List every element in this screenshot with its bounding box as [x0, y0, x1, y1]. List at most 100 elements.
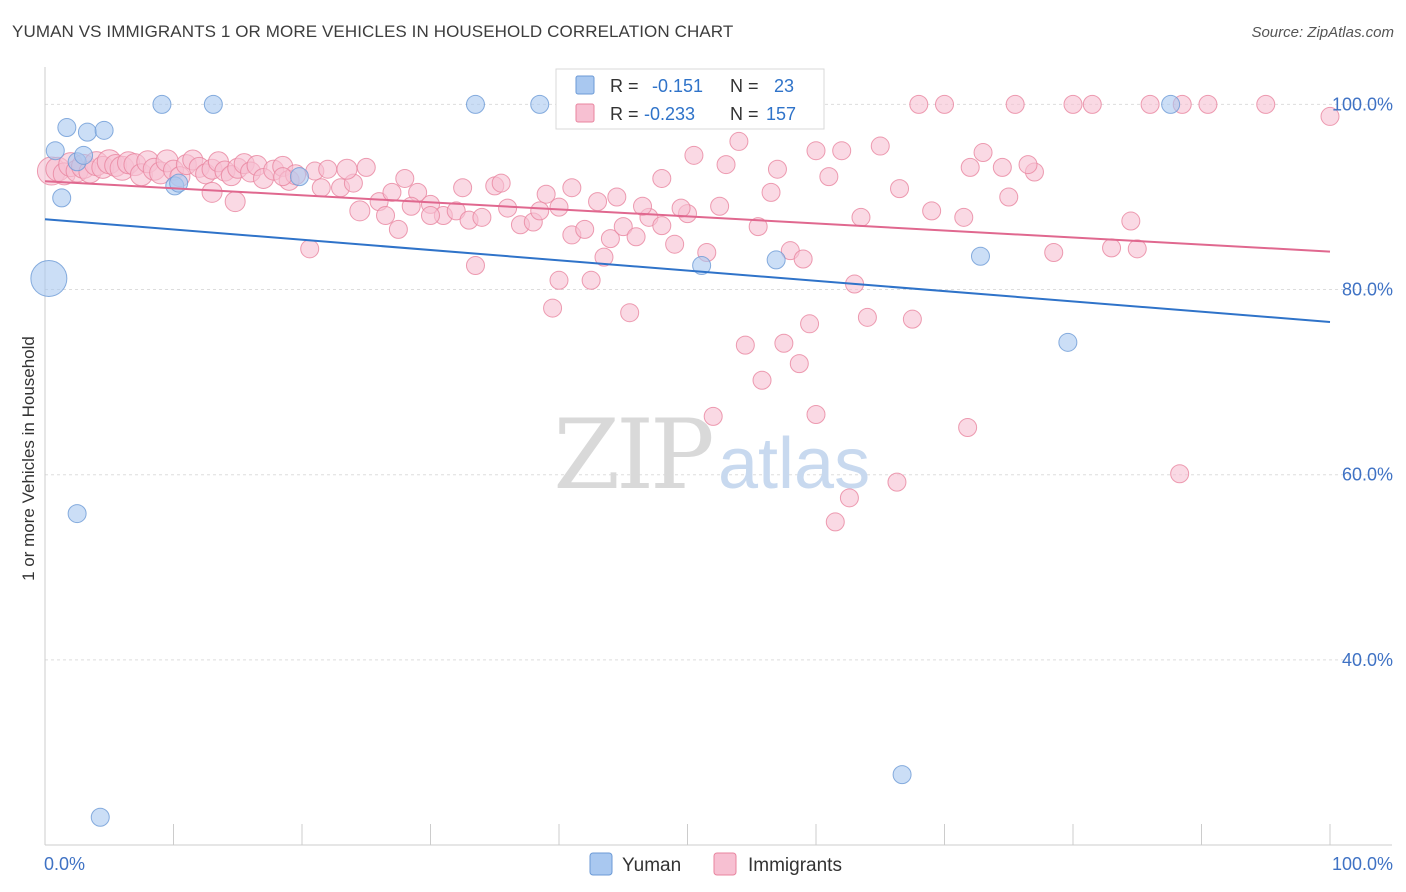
point-immigrants-122 [958, 417, 978, 437]
stats-r-label-yuman: R = [610, 76, 639, 96]
stats-r-label-immigrants: R = [610, 104, 639, 124]
point-yuman-22 [1161, 94, 1181, 114]
point-yuman-7 [94, 120, 114, 140]
point-immigrants-48 [395, 168, 415, 188]
trend-layer [44, 180, 1331, 323]
point-immigrants-59 [536, 184, 556, 204]
point-immigrants-72 [710, 196, 730, 216]
y-axis-label: 1 or more Vehicles in Household [19, 336, 38, 581]
point-immigrants-103 [819, 167, 839, 187]
stats-legend: R = -0.151 N = 23 R = -0.233 N = 157 [555, 68, 825, 130]
point-immigrants-94 [1140, 94, 1160, 114]
trendline-yuman [44, 218, 1331, 323]
point-immigrants-79 [851, 207, 871, 227]
point-immigrants-106 [902, 309, 922, 329]
axes-layer [44, 67, 1392, 846]
point-yuman-3 [57, 118, 77, 138]
point-immigrants-112 [703, 406, 723, 426]
point-yuman-11 [203, 94, 223, 114]
x-tick-label-1: 100.0% [1332, 854, 1393, 874]
point-immigrants-117 [800, 314, 820, 334]
point-immigrants-109 [999, 187, 1019, 207]
point-yuman-17 [692, 255, 712, 275]
point-yuman-6 [74, 145, 94, 165]
point-immigrants-105 [857, 307, 877, 327]
point-immigrants-47 [382, 182, 402, 202]
points-layer [30, 94, 1340, 827]
point-immigrants-144 [401, 196, 421, 216]
point-immigrants-143 [376, 205, 396, 225]
point-immigrants-138 [671, 198, 691, 218]
point-immigrants-130 [388, 219, 408, 239]
point-immigrants-91 [1082, 94, 1102, 114]
stats-swatch-yuman [575, 75, 595, 95]
watermark: ZIP atlas [553, 399, 870, 511]
point-immigrants-139 [716, 155, 736, 175]
point-yuman-19 [970, 246, 990, 266]
y-tick-label-2: 60.0% [1342, 465, 1393, 485]
stats-r-value-yuman: -0.151 [652, 76, 703, 96]
point-immigrants-102 [793, 249, 813, 269]
grid-layer [45, 103, 1375, 661]
point-immigrants-86 [992, 157, 1012, 177]
legend-label-immigrants: Immigrants [748, 855, 842, 876]
point-immigrants-118 [806, 405, 826, 425]
point-immigrants-52 [446, 201, 466, 221]
point-yuman-14 [289, 167, 309, 187]
point-immigrants-128 [465, 255, 485, 275]
point-yuman-16 [530, 94, 550, 114]
point-immigrants-107 [922, 201, 942, 221]
point-immigrants-45 [356, 157, 376, 177]
point-immigrants-77 [806, 141, 826, 161]
point-immigrants-125 [581, 270, 601, 290]
point-immigrants-142 [349, 200, 371, 222]
point-immigrants-62 [575, 219, 595, 239]
point-immigrants-65 [613, 217, 633, 237]
trendline-immigrants [44, 180, 1331, 253]
point-yuman-5 [77, 122, 97, 142]
point-immigrants-100 [684, 145, 704, 165]
y-tick-label-1: 80.0% [1342, 280, 1393, 300]
labels-layer: 100.0% 80.0% 60.0% 40.0% 0.0% 100.0% 1 or more… [19, 94, 1393, 874]
point-immigrants-93 [1121, 211, 1141, 231]
point-yuman-18 [766, 250, 786, 270]
legend-swatch-yuman [589, 852, 613, 876]
bottom-legend: Yuman Immigrants [589, 852, 842, 876]
point-immigrants-69 [665, 234, 685, 254]
point-immigrants-119 [825, 512, 845, 532]
point-immigrants-83 [935, 94, 954, 114]
chart-title: YUMAN VS IMMIGRANTS 1 OR MORE VEHICLES I… [12, 22, 734, 41]
stats-n-value-yuman: 23 [774, 76, 794, 96]
point-immigrants-60 [549, 197, 569, 217]
point-yuman-15 [465, 94, 485, 114]
point-immigrants-145 [273, 167, 293, 187]
point-immigrants-68 [652, 216, 672, 236]
point-yuman-9 [90, 807, 110, 827]
stats-row-immigrants: R = -0.233 N = 157 [575, 103, 796, 124]
legend-swatch-immigrants [713, 852, 737, 876]
point-immigrants-129 [594, 247, 614, 267]
point-immigrants-140 [311, 178, 331, 198]
point-immigrants-132 [453, 178, 473, 198]
point-immigrants-127 [620, 303, 640, 323]
point-immigrants-56 [498, 198, 518, 218]
point-immigrants-131 [421, 205, 440, 225]
point-immigrants-115 [774, 333, 794, 353]
stats-swatch-immigrants [575, 103, 595, 123]
point-immigrants-110 [1018, 155, 1038, 175]
point-immigrants-116 [789, 354, 809, 374]
point-immigrants-114 [752, 370, 772, 390]
point-immigrants-87 [1005, 94, 1025, 114]
stats-n-value-immigrants: 157 [766, 104, 796, 124]
point-immigrants-134 [530, 201, 550, 221]
x-tick-label-0: 0.0% [44, 854, 85, 874]
point-immigrants-73 [729, 131, 749, 151]
point-immigrants-96 [1198, 94, 1218, 114]
point-immigrants-90 [1063, 94, 1083, 114]
point-yuman-10 [152, 94, 172, 114]
point-immigrants-121 [887, 472, 907, 492]
point-immigrants-108 [960, 157, 980, 177]
stats-legend-box [555, 68, 825, 130]
point-immigrants-75 [761, 182, 781, 202]
